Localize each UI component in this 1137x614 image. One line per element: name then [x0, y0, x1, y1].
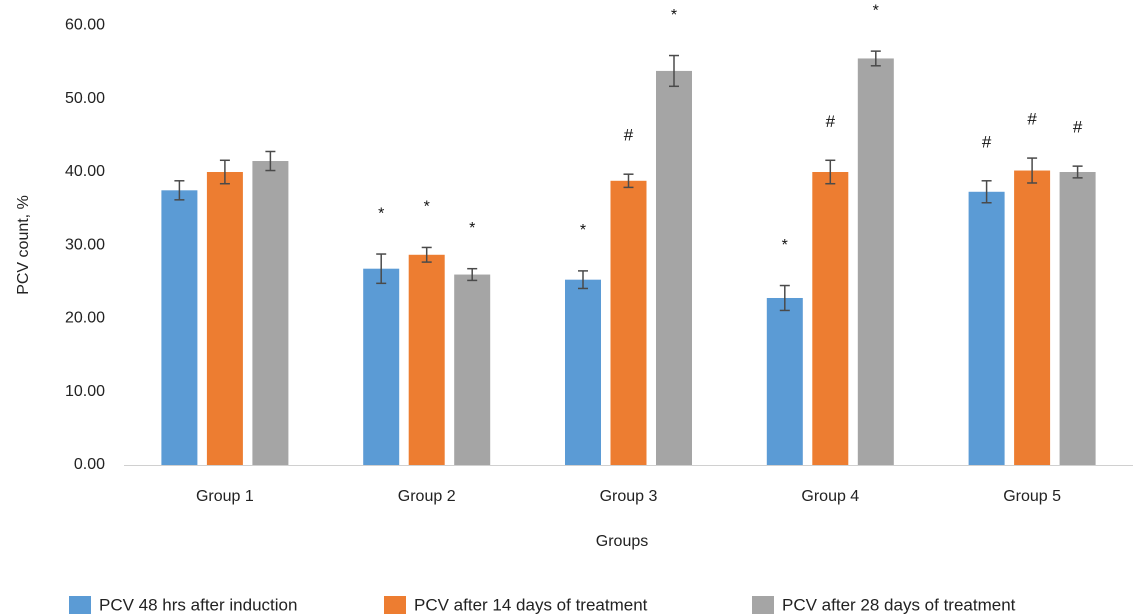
error-bar	[825, 159, 836, 185]
x-tick-label: Group 1	[196, 488, 254, 505]
significance-marker: *	[424, 199, 430, 216]
error-bar	[1072, 165, 1083, 179]
x-axis-title: Groups	[596, 533, 648, 550]
legend: PCV 48 hrs after induction PCV after 14 d…	[69, 595, 1016, 614]
error-bar	[376, 253, 387, 285]
bars-layer	[161, 58, 1096, 466]
legend-item: PCV after 14 days of treatment	[384, 595, 648, 614]
x-tick-label: Group 5	[1003, 488, 1061, 505]
error-bar	[578, 270, 588, 290]
significance-marker: #	[982, 132, 992, 151]
error-bar	[623, 173, 634, 189]
error-bar	[467, 267, 478, 282]
bar	[408, 254, 445, 465]
bar	[1014, 170, 1051, 465]
legend-item: PCV after 28 days of treatment	[752, 595, 1016, 614]
y-tick-label: 0.00	[74, 456, 105, 473]
significance-marker: #	[1027, 110, 1037, 129]
bar	[363, 268, 400, 465]
error-bar	[981, 180, 992, 204]
y-tick-label: 40.00	[65, 163, 105, 180]
legend-swatch	[752, 596, 774, 614]
bar	[252, 161, 289, 465]
significance-marker: *	[782, 237, 788, 254]
legend-item: PCV 48 hrs after induction	[69, 595, 297, 614]
bar	[610, 180, 647, 466]
error-bar	[669, 54, 679, 88]
y-tick-label: 10.00	[65, 383, 105, 400]
significance-marker: #	[624, 126, 634, 145]
error-bar	[779, 284, 790, 312]
error-bar	[174, 180, 185, 201]
significance-marker: #	[826, 112, 836, 131]
y-tick-label: 60.00	[65, 17, 105, 34]
x-axis-ticks: Group 1 Group 2 Group 3 Group 4 Group 5	[196, 488, 1061, 505]
bar	[812, 172, 849, 465]
significance-marker: *	[580, 222, 586, 239]
error-bar	[421, 246, 432, 263]
legend-label: PCV after 28 days of treatment	[782, 595, 1016, 614]
legend-label: PCV 48 hrs after induction	[99, 595, 297, 614]
error-bar	[265, 150, 276, 172]
y-axis-title: PCV count, %	[15, 195, 32, 295]
y-axis-ticks: 0.00 10.00 20.00 30.00 40.00 50.00 60.00	[65, 17, 105, 474]
bar	[857, 58, 894, 466]
legend-label: PCV after 14 days of treatment	[414, 595, 648, 614]
error-bar	[219, 159, 230, 185]
y-tick-label: 50.00	[65, 90, 105, 107]
x-tick-label: Group 4	[801, 488, 859, 505]
bar	[968, 191, 1005, 465]
y-tick-label: 20.00	[65, 310, 105, 327]
bar	[206, 172, 243, 465]
y-tick-label: 30.00	[65, 236, 105, 253]
significance-marker: *	[671, 7, 677, 24]
bar	[454, 274, 491, 465]
error-bar	[1027, 157, 1038, 184]
significance-markers-layer: * * * * # * * # * # # #	[378, 2, 1083, 253]
legend-swatch	[384, 596, 406, 614]
error-bar	[870, 50, 881, 67]
bar	[766, 297, 803, 465]
significance-marker: #	[1073, 118, 1083, 137]
x-tick-label: Group 2	[398, 488, 456, 505]
bar	[565, 279, 601, 465]
bar	[1059, 172, 1096, 465]
bar	[656, 70, 692, 465]
legend-swatch	[69, 596, 91, 614]
error-bars-layer	[174, 50, 1083, 312]
significance-marker: *	[873, 2, 879, 19]
significance-marker: *	[469, 220, 475, 237]
bar	[161, 190, 198, 465]
significance-marker: *	[378, 205, 384, 222]
x-tick-label: Group 3	[600, 488, 658, 505]
